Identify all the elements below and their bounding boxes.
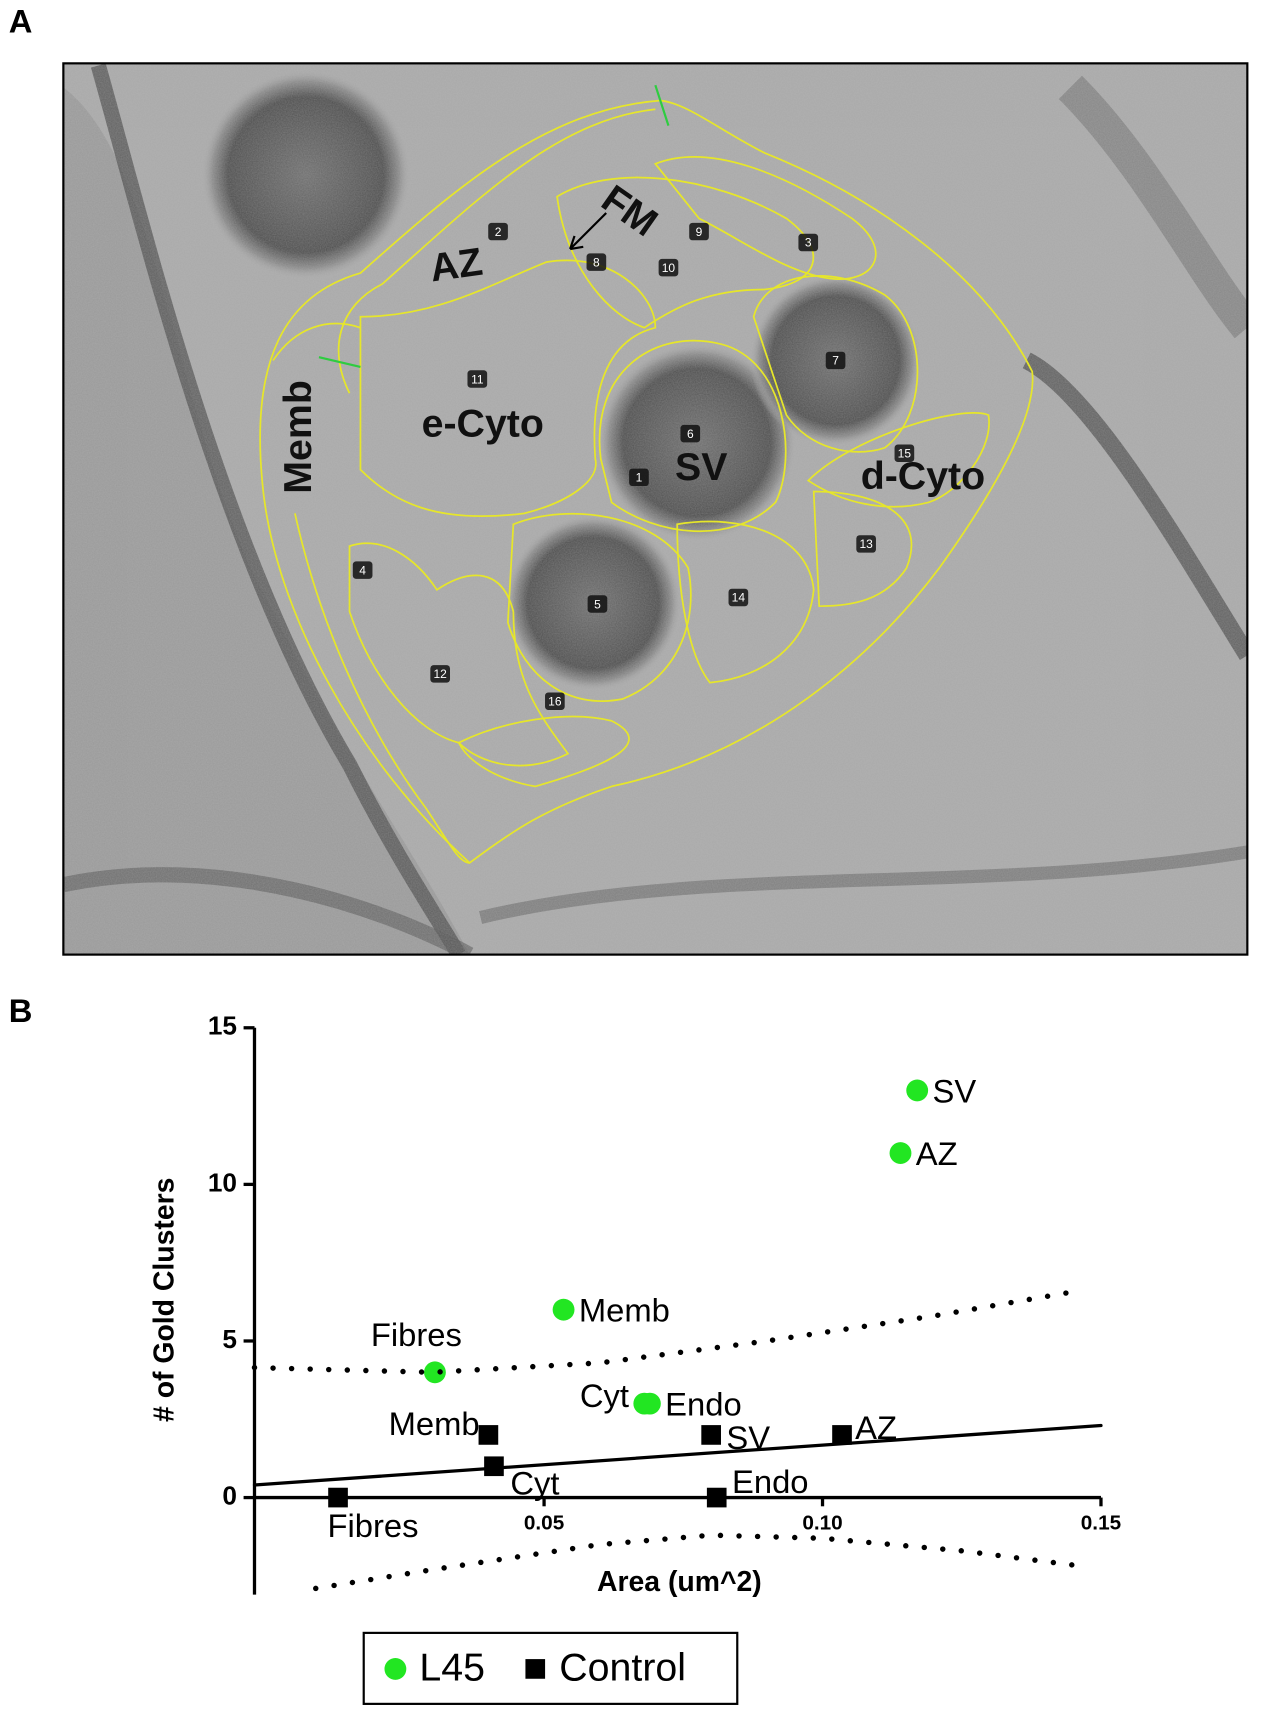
region-number: 12 — [433, 667, 447, 681]
confidence-band — [251, 1288, 1082, 1376]
grain — [63, 63, 1248, 955]
point — [552, 1298, 575, 1321]
point-label: Cyt — [510, 1465, 559, 1502]
region-number: 1 — [636, 471, 643, 485]
number-badge — [728, 588, 749, 607]
region-number: 15 — [898, 447, 912, 461]
panel-letter: A — [9, 3, 33, 40]
region-number: 10 — [662, 261, 676, 275]
region-number: 11 — [471, 372, 484, 386]
number-badge — [629, 468, 649, 487]
region-number: 5 — [594, 597, 601, 611]
number-badge — [587, 595, 608, 613]
region-number: 4 — [359, 563, 366, 577]
point — [906, 1079, 929, 1102]
legend-box — [362, 1631, 739, 1705]
region-label: e-Cyto — [422, 401, 544, 445]
point — [701, 1425, 721, 1445]
region-number: 6 — [687, 427, 694, 441]
legend-label: L45 — [419, 1645, 485, 1689]
number-badge — [894, 444, 915, 463]
region-number: 13 — [859, 537, 873, 551]
point — [889, 1142, 912, 1164]
region-label: d-Cyto — [861, 454, 985, 498]
point — [328, 1487, 348, 1508]
region-number: 14 — [732, 591, 746, 605]
legend-marker — [384, 1658, 407, 1680]
region-number: 8 — [593, 255, 600, 269]
point — [832, 1425, 852, 1445]
point-label: Endo — [732, 1463, 809, 1500]
y-tick-label: 15 — [208, 1011, 237, 1041]
confidence-band — [313, 1532, 1087, 1592]
arrow — [569, 212, 607, 251]
region-label: Memb — [276, 380, 320, 494]
region-label: SV — [675, 445, 727, 489]
point-label: Endo — [665, 1386, 741, 1423]
number-badge — [352, 561, 373, 579]
number-badge — [856, 535, 876, 553]
number-badge — [825, 351, 846, 370]
number-badge — [488, 222, 508, 241]
number-badge — [430, 665, 451, 683]
point-label: Cyt — [580, 1377, 629, 1414]
y-tick-label: 0 — [222, 1480, 237, 1510]
legend-marker — [525, 1659, 546, 1679]
y-tick-label: 10 — [208, 1167, 237, 1197]
point — [478, 1425, 499, 1445]
point-label: SV — [932, 1072, 976, 1109]
number-badge — [658, 258, 679, 277]
number-badge — [798, 233, 819, 252]
micrograph-frame — [62, 62, 1249, 956]
number-badge — [689, 222, 709, 241]
point-label: Fibres — [327, 1507, 418, 1544]
number-badge — [545, 692, 565, 710]
y-tick-label: 5 — [222, 1324, 237, 1354]
number-badge — [467, 370, 488, 388]
point-label: Memb — [579, 1292, 670, 1329]
number-badge — [680, 424, 701, 443]
x-axis-label: Area (um^2) — [597, 1566, 762, 1598]
region-number: 3 — [805, 236, 812, 250]
region-number: 9 — [696, 225, 703, 239]
point — [424, 1361, 446, 1384]
panel-letter: B — [9, 992, 33, 1029]
x-tick-label: 0.10 — [802, 1511, 842, 1534]
region-number: 7 — [832, 354, 839, 368]
fit-line — [252, 1423, 1103, 1487]
x-tick-label: 0.15 — [1081, 1511, 1121, 1534]
point-label: Fibres — [371, 1316, 462, 1353]
number-badge — [586, 253, 607, 271]
x-tick-label: 0.05 — [524, 1511, 564, 1534]
region-label: AZ — [427, 240, 485, 291]
region-outlines — [259, 99, 1034, 864]
point-label: Memb — [389, 1405, 480, 1442]
point — [706, 1487, 727, 1508]
region-number: 2 — [495, 225, 502, 239]
region-number: 16 — [548, 694, 562, 708]
chart: 0 5 10 15 0.05 0.10 0.15 Area (um^2) # of Gold C… — [149, 1011, 1121, 1705]
legend-label: Control — [559, 1645, 686, 1689]
point-label: AZ — [916, 1135, 958, 1172]
marker — [318, 84, 670, 369]
point — [484, 1456, 504, 1477]
y-axis-label: # of Gold Clusters — [149, 1178, 181, 1422]
point — [638, 1392, 661, 1415]
